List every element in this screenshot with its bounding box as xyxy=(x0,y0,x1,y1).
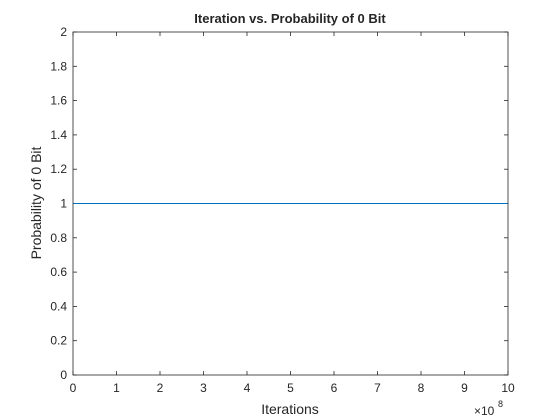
x-tick-label: 1 xyxy=(113,381,120,395)
y-tick-label: 1 xyxy=(60,197,67,211)
y-tick-label: 1.8 xyxy=(50,59,67,73)
x-axis-exponent: ×10 8 xyxy=(474,399,503,418)
y-tick-label: 0.8 xyxy=(50,231,67,245)
y-tick-label: 0.2 xyxy=(50,334,67,348)
x-exponent-base: ×10 xyxy=(474,404,495,418)
y-tick-label: 0 xyxy=(60,368,67,382)
y-tick-label: 1.4 xyxy=(50,128,67,142)
x-tick-label: 7 xyxy=(374,381,381,395)
y-tick-label: 1.2 xyxy=(50,162,67,176)
x-exponent-power: 8 xyxy=(498,399,503,409)
x-axis-ticks: 0 1 2 3 4 5 6 7 8 9 10 xyxy=(70,32,515,395)
x-tick-label: 5 xyxy=(287,381,294,395)
x-tick-label: 8 xyxy=(418,381,425,395)
x-tick-label: 2 xyxy=(157,381,164,395)
y-axis-label: Probability of 0 Bit xyxy=(28,146,44,259)
chart-title: Iteration vs. Probability of 0 Bit xyxy=(194,11,386,26)
x-tick-label: 4 xyxy=(244,381,251,395)
y-tick-label: 1.6 xyxy=(50,94,67,108)
y-tick-label: 2 xyxy=(60,25,67,39)
y-tick-label: 0.6 xyxy=(50,265,67,279)
x-tick-label: 10 xyxy=(501,381,515,395)
x-tick-label: 9 xyxy=(461,381,468,395)
y-tick-label: 0.4 xyxy=(50,299,67,313)
x-tick-label: 0 xyxy=(70,381,77,395)
x-tick-label: 6 xyxy=(331,381,338,395)
plot-area-box xyxy=(72,31,509,376)
x-axis-label: Iterations xyxy=(261,401,319,417)
y-axis-ticks: 0 0.2 0.4 0.6 0.8 1 1.2 1.4 1.6 1.8 2 xyxy=(50,25,508,382)
x-tick-label: 3 xyxy=(200,381,207,395)
